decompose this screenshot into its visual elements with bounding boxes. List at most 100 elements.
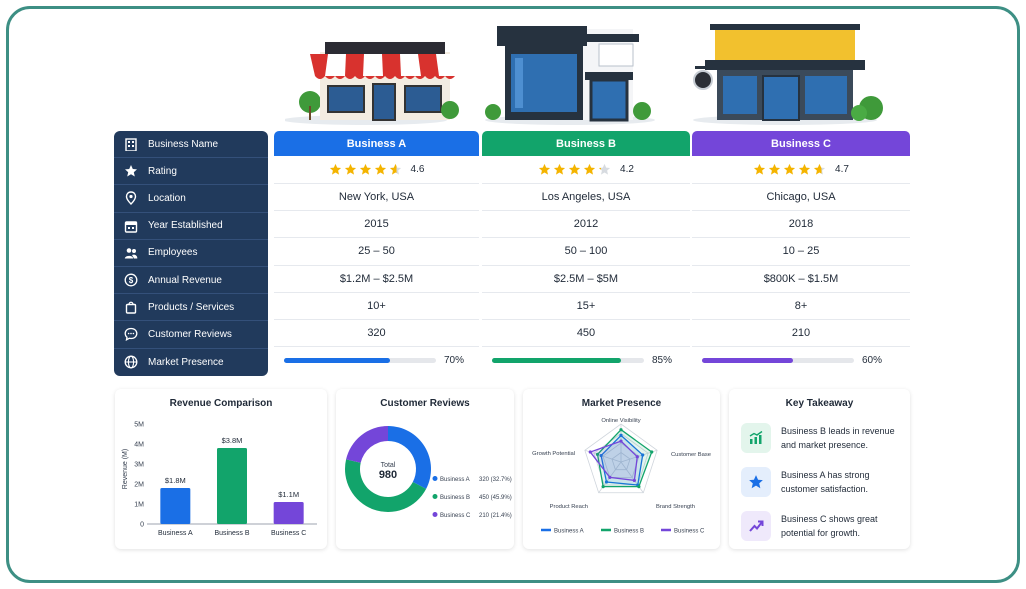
- x-tick-label: Business C: [271, 530, 306, 537]
- y-tick-label: 0: [140, 522, 144, 529]
- storefront-a-illustration: [285, 42, 460, 125]
- star-icon: [125, 165, 137, 177]
- rating-star-icon: [798, 163, 811, 175]
- market-presence-bar-fill: [284, 358, 391, 364]
- row-label-market-presence: Market Presence: [114, 349, 268, 376]
- dollar-icon: $: [124, 273, 138, 287]
- bar-value-label: $3.8M: [222, 436, 243, 445]
- donut-slice: [346, 426, 388, 463]
- chat-bubble-icon: [124, 328, 138, 342]
- radar-axis-label: Online Visibility: [601, 418, 640, 424]
- radar-point: [599, 453, 603, 458]
- bar-chart-up-icon: [749, 430, 763, 444]
- employees-cell: 50 – 100: [482, 238, 690, 266]
- market-presence-percent: 85%: [652, 355, 673, 367]
- takeaway-text-line: potential for growth.: [781, 528, 861, 538]
- business-column-a: Business A 4.6 New York, USA 2015 25 – 50 $1.…: [274, 131, 479, 376]
- radar-grid-ring: [611, 452, 631, 471]
- row-label-business-name: Business Name: [114, 131, 268, 159]
- takeaway-item: Business A has strong customer satisfacti…: [741, 466, 913, 498]
- x-tick-label: Business B: [214, 530, 249, 537]
- takeaway-text: Business A has strong customer satisfacti…: [781, 468, 870, 496]
- radar-point: [637, 484, 641, 489]
- rating-value: 4.2: [620, 164, 634, 175]
- takeaway-text-line: Business A has strong: [781, 470, 870, 480]
- radar-point: [595, 452, 600, 456]
- rating-star-icon: [783, 163, 796, 175]
- takeaway-text-line: Business C shows great: [781, 514, 878, 524]
- row-label-text: Year Established: [148, 220, 223, 232]
- employees-cell: 10 – 25: [692, 238, 910, 266]
- business-name-header: Business B: [482, 131, 690, 156]
- rating-star-icon: [389, 163, 401, 175]
- row-label-text: Employees: [148, 247, 198, 259]
- takeaway-text-line: Business B leads in revenue: [781, 426, 895, 436]
- row-label-annual-revenue: $ Annual Revenue: [114, 267, 268, 295]
- radar-series-polygon: [596, 428, 653, 488]
- products-services-cell: 10+: [274, 293, 479, 320]
- market-presence-radar-chart: Online Visibility Customer Base Brand Stre…: [532, 418, 711, 535]
- products-services-cell: 8+: [692, 293, 910, 320]
- rating-stars: [538, 163, 611, 176]
- radar-point: [635, 455, 639, 459]
- year-established-cell: 2012: [482, 211, 690, 239]
- market-presence-cell: 85%: [482, 347, 690, 374]
- rating-star-icon: [568, 163, 581, 175]
- annual-revenue-cell: $800K – $1.5M: [692, 266, 910, 293]
- radar-grid-ring: [584, 423, 658, 494]
- rating-value: 4.6: [410, 164, 425, 175]
- donut-center-label: Total: [381, 462, 396, 469]
- row-label-text: Rating: [148, 165, 177, 177]
- people-icon: [124, 248, 138, 259]
- radar-axis-label: Brand Strength: [656, 504, 695, 510]
- legend-label: Business A: [440, 477, 470, 483]
- business-column-b: Business B 4.2 Los Angeles, USA 2012 50 – 10…: [482, 131, 690, 376]
- row-label-products-services: Products / Services: [114, 294, 268, 322]
- row-label-text: Location: [148, 192, 186, 204]
- radar-series-polygon: [589, 440, 638, 482]
- storefront-b-illustration: [485, 26, 655, 125]
- radar-point: [588, 450, 592, 454]
- radar-point: [650, 450, 654, 454]
- market-presence-cell: 60%: [692, 347, 910, 374]
- rating-star-icon: [329, 163, 341, 175]
- svg-text:$: $: [129, 276, 134, 285]
- y-tick-label: 2M: [134, 482, 144, 489]
- radar-legend-label: Business B: [614, 529, 644, 535]
- takeaway-text: Business C shows great potential for grow…: [781, 512, 878, 540]
- revenue-bar: [217, 448, 247, 524]
- y-tick-label: 4M: [134, 442, 144, 449]
- storefront-c-illustration: [693, 24, 883, 125]
- rating-cell: 4.6: [274, 156, 479, 184]
- takeaway-item: Business C shows great potential for grow…: [741, 510, 913, 542]
- radar-grid-ring: [602, 442, 640, 478]
- rating-cell: 4.2: [482, 156, 690, 184]
- takeaway-icon-badge: [741, 467, 771, 497]
- annual-revenue-cell: $1.2M – $2.5M: [274, 266, 479, 293]
- revenue-bar: [273, 502, 304, 524]
- radar-chart-title: Market Presence: [581, 398, 662, 409]
- donut-slice: [388, 426, 431, 489]
- legend-value: 320 (32.7%): [479, 477, 512, 483]
- rating-star-icon: [538, 163, 551, 175]
- legend-swatch: [432, 494, 438, 499]
- rating-stars: [753, 163, 826, 176]
- takeaway-icon-badge: [741, 423, 771, 453]
- takeaway-text-line: and market presence.: [781, 440, 869, 450]
- legend-value: 450 (45.9%): [479, 495, 512, 501]
- market-presence-card: Market Presence Online Visibility Custome…: [523, 389, 720, 549]
- radar-axis-label: Customer Base: [671, 452, 711, 458]
- customer-reviews-cell: 320: [274, 320, 479, 348]
- calendar-icon: [124, 220, 138, 233]
- rating-star-icon: [583, 163, 596, 175]
- market-presence-bar-fill: [702, 358, 794, 364]
- rating-cell: 4.7: [692, 156, 910, 184]
- x-tick-label: Business A: [158, 530, 193, 537]
- revenue-comparison-card: Revenue Comparison Revenue (M) 0 1M 2M 3M 4M 5…: [115, 389, 327, 549]
- donut-center-value: 980: [379, 469, 397, 481]
- donut-slice: [345, 459, 427, 512]
- rating-star-icon: [344, 163, 356, 175]
- market-presence-bar-fill: [492, 358, 622, 364]
- legend-label: Business C: [440, 513, 471, 519]
